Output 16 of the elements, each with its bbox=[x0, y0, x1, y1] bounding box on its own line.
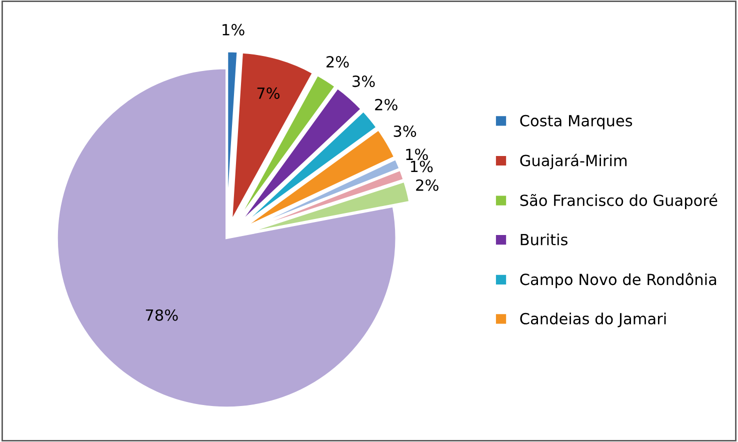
data-label: 2% bbox=[416, 179, 438, 191]
legend-label: Costa Marques bbox=[520, 114, 632, 130]
data-label: 3% bbox=[394, 125, 416, 137]
legend-label: Buritis bbox=[520, 234, 568, 246]
data-label: 2% bbox=[375, 98, 398, 110]
data-label: 78% bbox=[146, 309, 178, 321]
data-label: 1% bbox=[406, 148, 428, 160]
data-label: 7% bbox=[257, 87, 280, 99]
data-label: 3% bbox=[352, 76, 375, 88]
legend-label: São Francisco do Guaporé bbox=[520, 194, 718, 210]
legend-label: Candeias do Jamari bbox=[520, 312, 666, 328]
legend-label: Guajará-Mirim bbox=[520, 154, 627, 170]
data-label: 1% bbox=[222, 24, 244, 36]
data-label: 1% bbox=[410, 160, 433, 172]
data-label: 2% bbox=[326, 56, 349, 68]
legend-label: Campo Novo de Rondônia bbox=[520, 272, 716, 288]
